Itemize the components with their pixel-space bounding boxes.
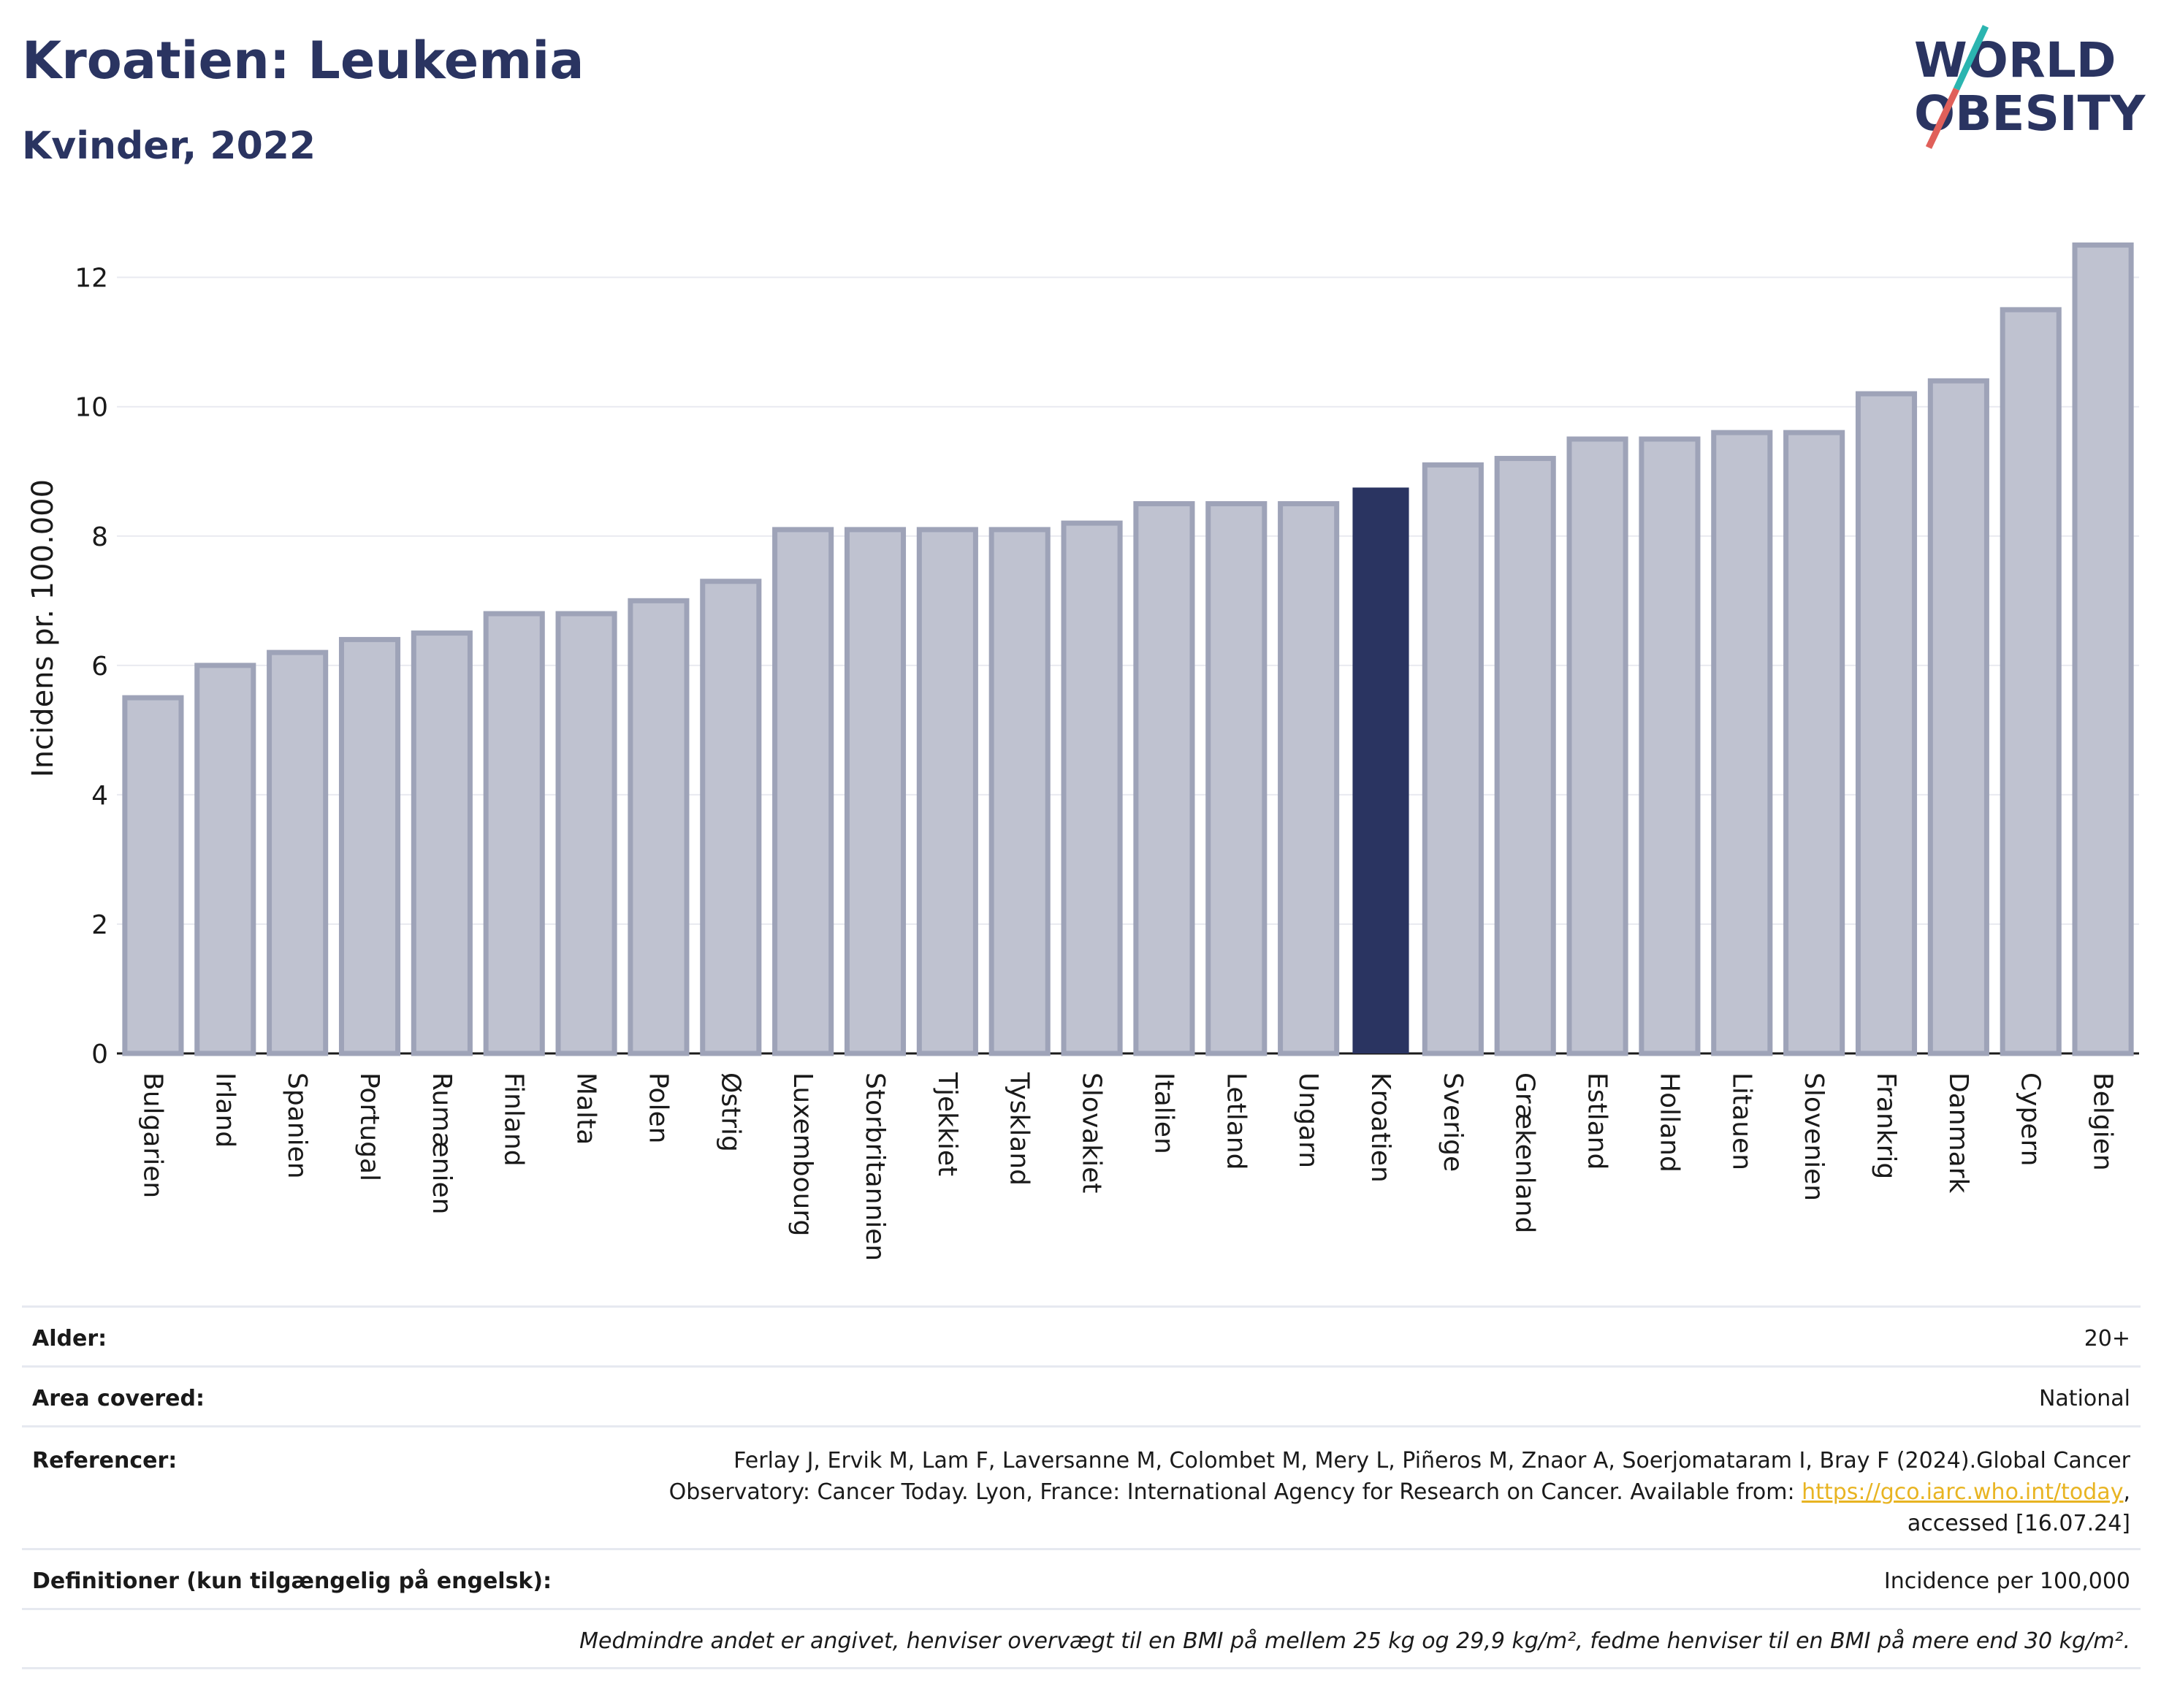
logo-slash-teal [1953,25,1989,91]
y-tick-label: 12 [75,264,108,294]
bar-malta [555,611,617,1056]
x-tick-label: Storbritannien [860,1072,890,1261]
bar-danmark [1927,378,1989,1056]
area-label: Area covered: [32,1386,205,1411]
info-row-note: Medmindre andet er angivet, henviser ove… [22,1608,2141,1669]
bar-frankrig [1855,391,1918,1056]
references-tail: , accessed [16.07.24] [1907,1479,2130,1536]
bar-bulgarien [122,695,184,1056]
bar-sverige [1422,462,1484,1056]
bar-slovakiet [1061,520,1123,1056]
x-tick-label: Slovenien [1799,1072,1829,1201]
bar-cypern [2000,307,2062,1056]
info-row-area: Area covered: National [22,1365,2141,1425]
info-table: Alder: 20+ Area covered: National Refere… [22,1305,2141,1669]
bar-chart: 0 2 4 6 8 10 12 Bulgarien Irland Spanien Portugal R… [26,242,2139,1262]
x-tick-label: Frankrig [1871,1072,1901,1179]
x-tick-label: Polen [643,1072,673,1143]
x-tick-label: Portugal [354,1072,384,1181]
x-tick-label: Østrig [715,1072,745,1152]
y-tick-label: 6 [91,652,108,682]
x-tick-label: Malta [571,1072,601,1145]
bar-finland [483,611,545,1056]
y-tick-label: 0 [91,1040,108,1070]
info-row-definitions: Definitioner (kun tilgængelig på engelsk… [22,1548,2141,1608]
x-tick-label: Irland [210,1072,240,1148]
y-tick-label: 10 [75,393,108,423]
x-tick-label: Litauen [1726,1072,1756,1170]
bar-letland [1205,501,1268,1056]
logo-slash-red [1925,88,1960,149]
bar-estland [1566,436,1628,1056]
info-row-age: Alder: 20+ [22,1305,2141,1365]
references-text: Ferlay J, Ervik M, Lam F, Laversanne M, … [668,1448,2130,1505]
bar-østrig [700,579,762,1056]
x-tick-label: Italien [1148,1072,1178,1154]
definitions-label: Definitioner (kun tilgængelig på engelsk… [32,1568,552,1594]
x-tick-label: Cypern [2016,1072,2046,1166]
age-label: Alder: [32,1326,107,1351]
bar-rumænien [411,630,473,1056]
labels-layer: 0 2 4 6 8 10 12 Bulgarien Irland Spanien Portugal R… [75,264,2117,1262]
age-value: 20+ [2084,1326,2130,1351]
x-tick-label: Sverige [1438,1072,1468,1172]
bars-layer [122,242,2134,1056]
page-title: Kroatien: Leukemia [22,31,584,91]
bar-holland [1639,436,1701,1056]
x-tick-label: Bulgarien [137,1072,167,1198]
info-row-references: Referencer: Ferlay J, Ervik M, Lam F, La… [22,1425,2141,1548]
bar-storbritannien [844,527,907,1056]
bar-spanien [267,649,329,1056]
bar-portugal [338,636,401,1056]
x-tick-label: Ungarn [1293,1072,1323,1168]
y-tick-label: 8 [91,522,108,552]
bar-slovenien [1783,430,1845,1056]
y-tick-label: 2 [91,910,108,940]
y-axis-label: Incidens pr. 100.000 [26,479,60,777]
area-value: National [2038,1386,2130,1411]
bar-kroatien [1352,487,1409,1053]
bar-irland [194,663,256,1056]
x-tick-label: Holland [1654,1072,1684,1173]
world-obesity-logo: WORLD OBESITY [1914,25,2146,149]
x-tick-label: Danmark [1943,1072,1973,1194]
page-subtitle: Kvinder, 2022 [22,124,316,168]
x-tick-label: Luxembourg [788,1072,817,1236]
x-tick-label: Finland [499,1072,529,1167]
bar-luxembourg [772,527,834,1056]
x-tick-label: Letland [1221,1072,1251,1170]
x-tick-label: Slovakiet [1077,1072,1107,1193]
references-label: Referencer: [32,1448,178,1473]
x-tick-label: Spanien [282,1072,312,1179]
x-tick-label: Grækenland [1510,1072,1540,1233]
bar-ungarn [1278,501,1340,1056]
bar-italien [1133,501,1195,1056]
references-link[interactable]: https://gco.iarc.who.int/today [1802,1479,2124,1505]
bar-belgien [2072,242,2134,1056]
x-tick-label: Tjekkiet [932,1072,962,1176]
y-tick-label: 4 [91,781,108,811]
footnote: Medmindre andet er angivet, henviser ove… [579,1628,2130,1654]
bar-tyskland [988,527,1051,1056]
bar-tjekkiet [916,527,978,1056]
x-tick-label: Estland [1582,1072,1612,1170]
bar-litauen [1711,430,1773,1056]
bar-polen [628,598,690,1056]
references-value: Ferlay J, Ervik M, Lam F, Laversanne M, … [625,1445,2130,1539]
logo-line-1: WORLD [1914,32,2116,88]
bar-grækenland [1494,456,1556,1056]
x-tick-label: Rumænien [427,1072,457,1214]
x-tick-label: Kroatien [1365,1072,1395,1183]
x-tick-label: Belgien [2088,1072,2118,1171]
x-tick-label: Tyskland [1005,1072,1034,1186]
definitions-value: Incidence per 100,000 [1883,1568,2130,1594]
